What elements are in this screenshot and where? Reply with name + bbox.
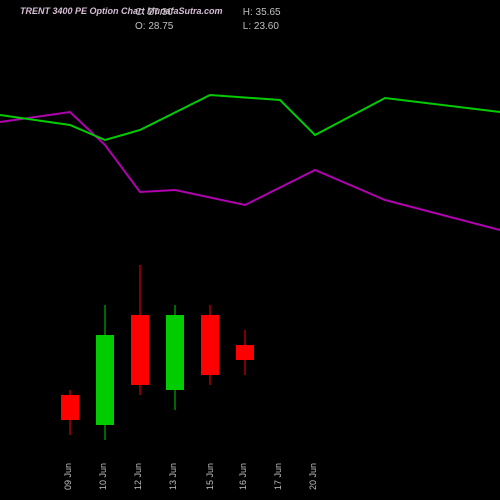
indicator-line-purple xyxy=(0,112,500,230)
chart-plot-area xyxy=(0,40,500,460)
open-value: O: 28.75 xyxy=(135,20,240,34)
candle-body xyxy=(61,395,79,420)
ohlc-panel: C: 27.30 H: 35.65 O: 28.75 L: 23.60 xyxy=(135,6,348,34)
candle-body xyxy=(236,345,254,360)
candle-body xyxy=(131,315,149,385)
x-axis-label: 12 Jun xyxy=(133,463,143,490)
candle-body xyxy=(201,315,219,375)
high-value: H: 35.65 xyxy=(243,6,348,20)
low-value: L: 23.60 xyxy=(243,20,348,34)
x-axis-label: 16 Jun xyxy=(238,463,248,490)
candle-body xyxy=(96,335,114,425)
x-axis-label: 13 Jun xyxy=(168,463,178,490)
x-axis-label: 17 Jun xyxy=(273,463,283,490)
close-value: C: 27.30 xyxy=(135,6,240,20)
candle-body xyxy=(166,315,184,390)
x-axis-labels: 09 Jun 10 Jun 12 Jun 13 Jun 15 Jun 16 Jun 17 J… xyxy=(0,460,500,500)
x-axis-label: 15 Jun xyxy=(205,463,215,490)
x-axis-label: 20 Jun xyxy=(308,463,318,490)
x-axis-label: 10 Jun xyxy=(98,463,108,490)
chart-svg xyxy=(0,40,500,460)
x-axis-label: 09 Jun xyxy=(63,463,73,490)
